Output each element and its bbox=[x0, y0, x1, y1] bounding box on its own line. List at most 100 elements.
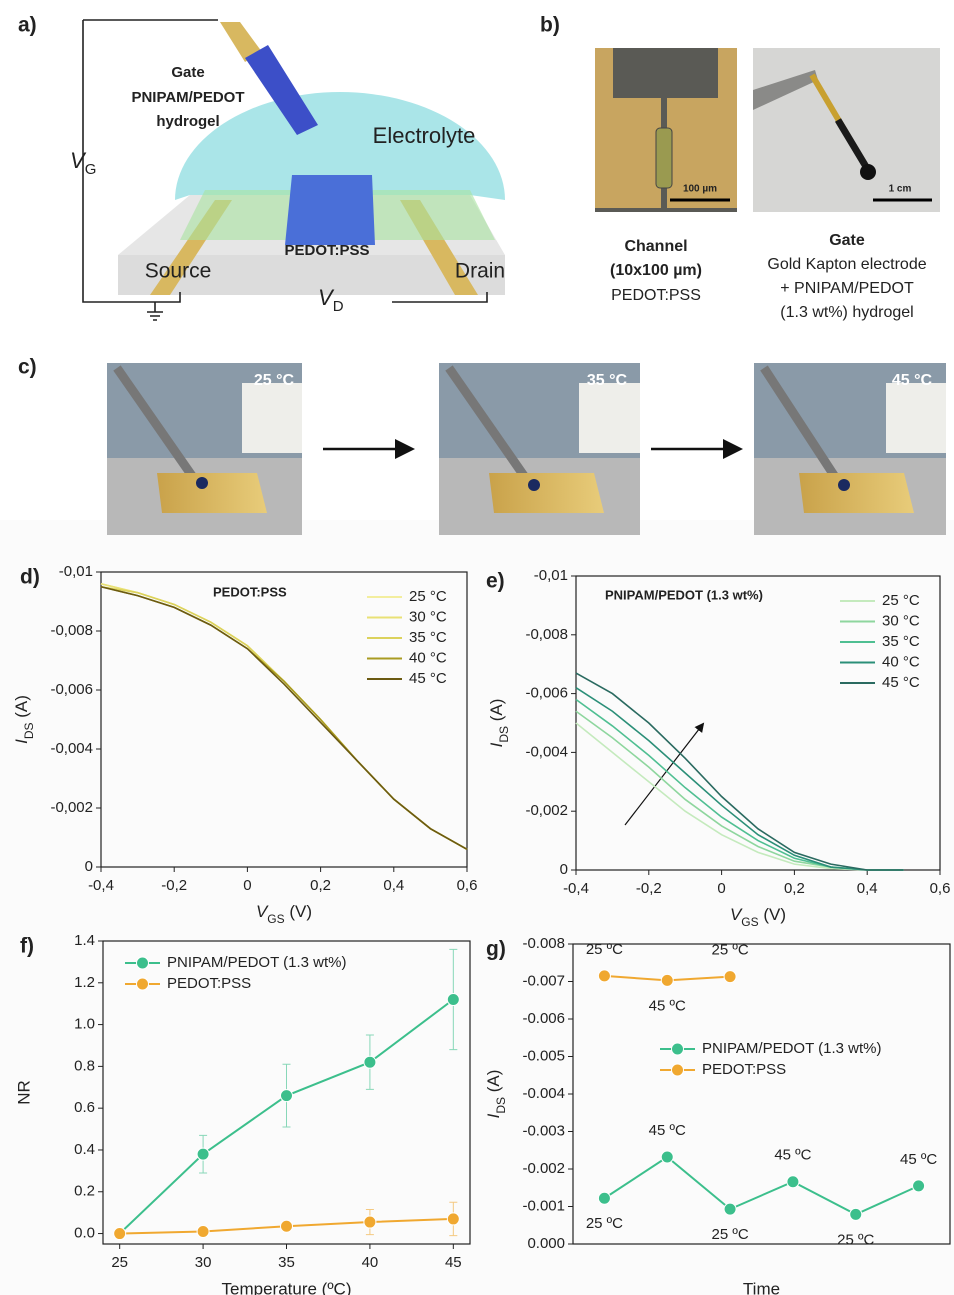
marker bbox=[598, 970, 610, 982]
gate-photo bbox=[753, 48, 940, 212]
label-part: GS bbox=[741, 915, 758, 929]
marker bbox=[850, 1208, 862, 1220]
panel-label: c) bbox=[18, 356, 37, 379]
x-axis-label: Temperature (ºC) bbox=[222, 1279, 352, 1295]
legend-label: 35 °C bbox=[409, 629, 447, 646]
legend-label: 30 °C bbox=[882, 612, 920, 629]
x-tick-label: 35 bbox=[278, 1254, 295, 1271]
legend-label: 25 °C bbox=[882, 592, 920, 609]
legend-marker bbox=[672, 1064, 684, 1076]
drain-label: Drain bbox=[455, 260, 505, 283]
y-tick-label: -0,01 bbox=[59, 563, 93, 580]
marker bbox=[364, 1056, 376, 1068]
marker bbox=[661, 1151, 673, 1163]
marker bbox=[197, 1148, 209, 1160]
panel-label: f) bbox=[20, 935, 34, 958]
legend-label: 45 °C bbox=[882, 674, 920, 691]
y-tick-label: 0.6 bbox=[74, 1099, 95, 1116]
y-tick-label: 0.8 bbox=[74, 1057, 95, 1074]
x-tick-label: -0,4 bbox=[88, 877, 114, 894]
y-tick-label: -0,002 bbox=[525, 802, 568, 819]
label-part: GS bbox=[267, 912, 284, 926]
point-label: 45 ºC bbox=[900, 1151, 937, 1168]
y-tick-label: -0,004 bbox=[525, 743, 568, 760]
marker bbox=[197, 1225, 209, 1237]
label-part: (V) bbox=[759, 905, 786, 924]
y-tick-label: -0,004 bbox=[50, 740, 93, 757]
point-label: 25 ºC bbox=[586, 1215, 623, 1232]
y-tick-label: 1.0 bbox=[74, 1016, 95, 1033]
legend-label: 25 °C bbox=[409, 588, 447, 605]
y-tick-label: -0,008 bbox=[50, 622, 93, 639]
legend-label: 40 °C bbox=[882, 653, 920, 670]
temperature-label: 25 °C bbox=[254, 372, 295, 389]
scale-label: 100 µm bbox=[683, 184, 717, 195]
panel-label: b) bbox=[540, 14, 560, 37]
y-tick-label: -0,006 bbox=[525, 685, 568, 702]
y-tick-label: -0.008 bbox=[522, 935, 565, 952]
chart-title: PEDOT:PSS bbox=[213, 584, 287, 599]
label-part: (V) bbox=[285, 902, 312, 921]
point-label: 25 ºC bbox=[711, 942, 748, 959]
caption: Gold Kapton electrode bbox=[767, 256, 926, 273]
legend-label: 30 °C bbox=[409, 608, 447, 625]
caption: Gate bbox=[829, 232, 865, 249]
legend-label: PEDOT:PSS bbox=[702, 1061, 786, 1078]
temperature-label: 35 °C bbox=[587, 372, 628, 389]
x-tick-label: 0,2 bbox=[310, 877, 331, 894]
y-tick-label: -0,006 bbox=[50, 681, 93, 698]
x-tick-label: -0,4 bbox=[563, 880, 589, 897]
label-part: DS bbox=[494, 1097, 508, 1114]
x-axis-label: Time bbox=[743, 1279, 780, 1295]
x-tick-label: 0,6 bbox=[930, 880, 951, 897]
marker bbox=[447, 1213, 459, 1225]
marker bbox=[447, 994, 459, 1006]
x-tick-label: 0,2 bbox=[784, 880, 805, 897]
point-label: 25 ºC bbox=[837, 1231, 874, 1248]
legend-marker bbox=[137, 978, 149, 990]
marker bbox=[913, 1180, 925, 1192]
scale-label: 1 cm bbox=[889, 184, 912, 195]
x-tick-label: 25 bbox=[111, 1254, 128, 1271]
panel-label: g) bbox=[486, 938, 506, 961]
panel-label: a) bbox=[18, 14, 37, 37]
x-tick-label: 45 bbox=[445, 1254, 462, 1271]
y-tick-label: -0.003 bbox=[522, 1122, 565, 1139]
legend-label: PEDOT:PSS bbox=[167, 975, 251, 992]
legend-label: 45 °C bbox=[409, 670, 447, 687]
y-tick-label: -0.005 bbox=[522, 1047, 565, 1064]
x-tick-label: 0,6 bbox=[457, 877, 478, 894]
legend-marker bbox=[137, 957, 149, 969]
label-part: DS bbox=[22, 722, 36, 739]
y-tick-label: -0,01 bbox=[534, 567, 568, 584]
x-tick-label: 0,4 bbox=[857, 880, 878, 897]
x-tick-label: 40 bbox=[362, 1254, 379, 1271]
legend-marker bbox=[672, 1043, 684, 1055]
channel-label: PEDOT:PSS bbox=[284, 242, 369, 259]
legend-label: PNIPAM/PEDOT (1.3 wt%) bbox=[167, 954, 346, 971]
label-part: DS bbox=[497, 726, 511, 743]
marker bbox=[598, 1192, 610, 1204]
point-label: 45 ºC bbox=[649, 997, 686, 1014]
y-tick-label: 0.000 bbox=[527, 1235, 565, 1252]
chart-background bbox=[0, 520, 954, 1295]
label-part: (A) bbox=[484, 1070, 503, 1097]
y-tick-label: 1.4 bbox=[74, 932, 95, 949]
marker bbox=[281, 1090, 293, 1102]
y-tick-label: 0.4 bbox=[74, 1141, 95, 1158]
gate-label: Gate bbox=[171, 64, 204, 81]
panel-label: d) bbox=[20, 566, 40, 589]
x-tick-label: -0,2 bbox=[636, 880, 662, 897]
caption: PEDOT:PSS bbox=[611, 287, 701, 304]
x-tick-label: 0 bbox=[243, 877, 251, 894]
marker bbox=[281, 1220, 293, 1232]
chart-title: PNIPAM/PEDOT (1.3 wt%) bbox=[605, 587, 763, 602]
y-tick-label: 0.0 bbox=[74, 1225, 95, 1242]
gate-label: PNIPAM/PEDOT bbox=[131, 89, 244, 106]
y-tick-label: -0.006 bbox=[522, 1010, 565, 1027]
caption: (1.3 wt%) hydrogel bbox=[780, 304, 913, 321]
y-tick-label: -0.007 bbox=[522, 972, 565, 989]
electrolyte-label: Electrolyte bbox=[373, 123, 476, 148]
panel-label: e) bbox=[486, 570, 505, 593]
label-part: (A) bbox=[12, 695, 31, 722]
